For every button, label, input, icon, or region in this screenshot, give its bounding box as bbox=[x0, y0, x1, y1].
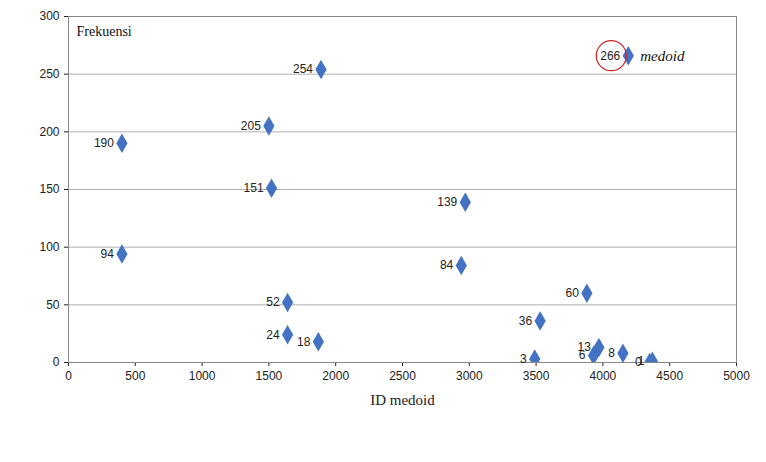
svg-text:4500: 4500 bbox=[656, 369, 683, 383]
svg-text:0: 0 bbox=[635, 355, 642, 369]
svg-text:205: 205 bbox=[241, 119, 261, 133]
svg-text:6: 6 bbox=[579, 348, 586, 362]
svg-text:300: 300 bbox=[39, 9, 59, 23]
svg-text:0: 0 bbox=[65, 369, 72, 383]
svg-text:24: 24 bbox=[266, 328, 280, 342]
svg-text:200: 200 bbox=[39, 125, 59, 139]
svg-text:5000: 5000 bbox=[723, 369, 750, 383]
svg-text:151: 151 bbox=[244, 181, 264, 195]
svg-text:3500: 3500 bbox=[523, 369, 550, 383]
svg-text:4000: 4000 bbox=[590, 369, 617, 383]
svg-text:52: 52 bbox=[266, 295, 280, 309]
svg-text:250: 250 bbox=[39, 67, 59, 81]
svg-text:500: 500 bbox=[125, 369, 145, 383]
svg-text:190: 190 bbox=[94, 136, 114, 150]
svg-text:139: 139 bbox=[437, 195, 457, 209]
svg-text:36: 36 bbox=[519, 314, 533, 328]
svg-text:2000: 2000 bbox=[322, 369, 349, 383]
svg-text:150: 150 bbox=[39, 182, 59, 196]
svg-text:18: 18 bbox=[297, 335, 311, 349]
svg-text:ID medoid: ID medoid bbox=[370, 392, 435, 408]
svg-text:2500: 2500 bbox=[389, 369, 416, 383]
svg-text:Frekuensi: Frekuensi bbox=[77, 24, 132, 39]
svg-text:3000: 3000 bbox=[456, 369, 483, 383]
svg-text:84: 84 bbox=[440, 258, 454, 272]
svg-text:8: 8 bbox=[608, 346, 615, 360]
svg-text:3: 3 bbox=[520, 352, 527, 366]
svg-text:266: 266 bbox=[600, 49, 620, 63]
svg-text:1000: 1000 bbox=[189, 369, 216, 383]
svg-text:60: 60 bbox=[566, 286, 580, 300]
svg-text:254: 254 bbox=[293, 62, 313, 76]
svg-text:1500: 1500 bbox=[256, 369, 283, 383]
svg-text:100: 100 bbox=[39, 240, 59, 254]
svg-text:50: 50 bbox=[46, 298, 60, 312]
svg-text:94: 94 bbox=[101, 247, 115, 261]
svg-text:13: 13 bbox=[577, 340, 591, 355]
svg-text:0: 0 bbox=[53, 355, 60, 369]
svg-text:medoid: medoid bbox=[640, 48, 685, 64]
